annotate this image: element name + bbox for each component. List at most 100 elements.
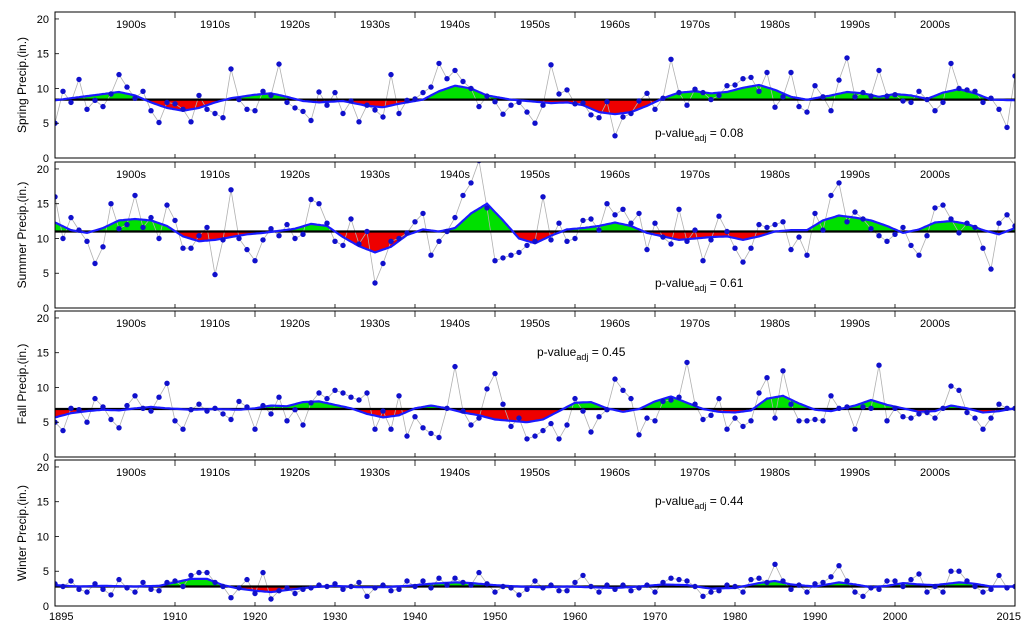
data-point	[116, 226, 122, 232]
data-point	[972, 583, 978, 590]
data-point	[220, 583, 226, 590]
data-point	[244, 404, 250, 410]
decade-label: 1910s	[200, 19, 230, 31]
x-tick-label: 1960	[563, 611, 587, 623]
data-point	[284, 418, 290, 424]
data-point	[396, 393, 402, 399]
data-point	[140, 88, 146, 95]
data-point	[132, 95, 138, 101]
data-point	[332, 581, 338, 587]
data-point	[932, 583, 938, 590]
data-point	[540, 585, 546, 591]
decade-label: 1940s	[440, 169, 470, 181]
decade-label: 1960s	[600, 19, 630, 31]
data-point	[1004, 405, 1010, 411]
x-tick-label: 1970	[643, 611, 667, 623]
data-point	[596, 414, 602, 420]
data-point	[444, 405, 450, 411]
data-point	[980, 426, 986, 432]
data-point	[188, 245, 194, 251]
data-point	[204, 224, 210, 231]
data-point	[124, 221, 130, 228]
data-point	[84, 589, 90, 595]
data-point	[700, 89, 706, 96]
data-point	[356, 579, 362, 586]
data-point	[524, 109, 530, 115]
data-point	[844, 404, 850, 410]
data-point	[580, 408, 586, 414]
data-point	[724, 228, 730, 235]
data-point	[652, 220, 658, 226]
data-point	[140, 224, 146, 231]
data-point	[196, 92, 202, 99]
data-point	[196, 233, 202, 239]
data-point	[340, 390, 346, 396]
data-point	[644, 90, 650, 97]
data-point	[548, 62, 554, 68]
data-point	[84, 419, 90, 425]
data-point	[708, 589, 714, 595]
data-point	[1012, 73, 1015, 79]
p-value-number: = 0.45	[588, 345, 625, 359]
data-point	[452, 575, 458, 581]
data-point	[532, 238, 538, 244]
data-point	[676, 394, 682, 400]
data-point	[572, 101, 578, 107]
data-point	[300, 422, 306, 428]
data-point	[956, 387, 962, 393]
decade-label: 1980s	[760, 467, 790, 479]
data-point	[668, 241, 674, 247]
decade-label: 1930s	[360, 169, 390, 181]
data-point	[156, 119, 162, 126]
data-point	[252, 108, 258, 114]
data-point	[740, 259, 746, 265]
data-point	[596, 115, 602, 121]
data-point	[308, 585, 314, 591]
data-point	[204, 106, 210, 113]
data-point	[828, 192, 834, 199]
data-point	[724, 83, 730, 89]
data-point	[124, 84, 130, 90]
data-point	[444, 76, 450, 82]
data-point	[788, 246, 794, 253]
data-point	[484, 205, 490, 211]
data-point	[68, 405, 74, 411]
data-point	[476, 103, 482, 110]
data-point	[500, 583, 506, 590]
data-point	[484, 386, 490, 392]
p-value-number: = 0.08	[706, 126, 743, 140]
data-point	[708, 96, 714, 103]
data-point	[492, 370, 498, 377]
data-point	[212, 579, 218, 586]
decade-label: 1910s	[200, 467, 230, 479]
data-point	[300, 586, 306, 592]
decade-label: 1950s	[520, 467, 550, 479]
data-point	[492, 99, 498, 105]
above-mean-area	[417, 203, 513, 232]
data-point	[124, 585, 130, 591]
data-point	[356, 119, 362, 125]
data-point	[780, 578, 786, 584]
data-point	[388, 238, 394, 244]
data-point	[308, 196, 314, 203]
panel-1: 1900s 1910s 1920s 1930s 1940s 1950s 1960s 1970s…	[15, 11, 1016, 165]
decade-label: 1970s	[680, 318, 710, 330]
decade-label: 1960s	[600, 318, 630, 330]
data-point	[644, 246, 650, 253]
data-point	[748, 245, 754, 251]
data-point	[748, 418, 754, 424]
data-point	[316, 390, 322, 396]
data-point	[92, 581, 98, 587]
data-point	[412, 583, 418, 590]
data-point	[172, 578, 178, 584]
data-point	[212, 271, 218, 278]
data-point	[716, 213, 722, 219]
decade-label: 1940s	[440, 467, 470, 479]
data-point	[276, 61, 282, 67]
data-point	[508, 252, 514, 258]
x-tick-label: 1910	[163, 611, 187, 623]
data-point	[596, 227, 602, 233]
data-point	[468, 85, 474, 92]
data-point	[140, 405, 146, 411]
y-axis-label: Summer Precip.(in.)	[15, 182, 29, 289]
